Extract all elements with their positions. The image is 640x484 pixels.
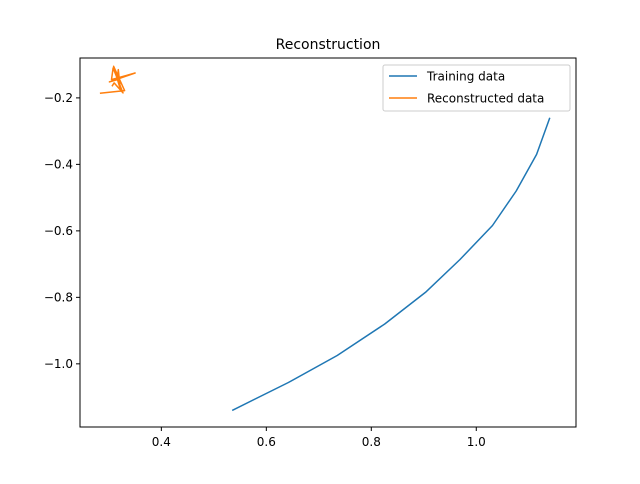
x-tick-label: 0.8 — [362, 435, 381, 449]
x-tick-label: 1.0 — [467, 435, 486, 449]
y-tick-label: −0.8 — [44, 290, 73, 304]
legend: Training data Reconstructed data — [382, 64, 571, 112]
legend-box — [382, 64, 571, 112]
legend-label-training-data: Training data — [426, 70, 505, 84]
x-tick-label: 0.6 — [257, 435, 276, 449]
y-tick-label: −1.0 — [44, 357, 73, 371]
y-tick-label: −0.6 — [44, 224, 73, 238]
y-tick-label: −0.2 — [44, 91, 73, 105]
training-data-line — [231, 117, 551, 412]
plot-area-frame — [79, 57, 577, 428]
y-tick-label: −0.4 — [44, 157, 73, 171]
chart-title: Reconstruction — [276, 37, 381, 53]
x-tick-label: 0.4 — [152, 435, 171, 449]
reconstructed-data-line — [99, 65, 136, 94]
series-lines — [99, 65, 551, 412]
legend-label-reconstructed-data: Reconstructed data — [427, 92, 544, 106]
axis-ticks: 0.4 0.6 0.8 1.0 −1.0 −0.8 −0.6 −0.4 −0.2 — [44, 91, 486, 449]
